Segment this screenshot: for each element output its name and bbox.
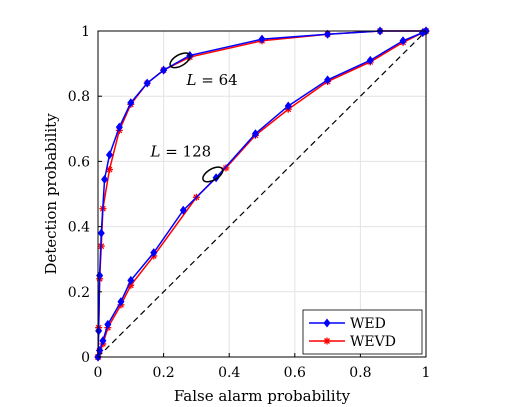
data-point-wed bbox=[143, 78, 151, 88]
x-tick-label: 1 bbox=[422, 365, 431, 381]
y-tick-label: 0.6 bbox=[68, 154, 90, 170]
data-point-wed bbox=[97, 228, 105, 238]
annotation-label: L = 64 bbox=[186, 71, 238, 89]
data-point-wed bbox=[101, 174, 109, 184]
data-point-wed bbox=[284, 101, 292, 111]
y-tick-label: 0.2 bbox=[68, 285, 90, 301]
reference-diagonal bbox=[97, 30, 427, 358]
y-tick-label: 0 bbox=[81, 350, 90, 366]
data-point-wed bbox=[324, 75, 332, 85]
legend: WED WEVD bbox=[302, 309, 423, 355]
legend-label-wed: WED bbox=[350, 316, 386, 332]
data-point-wed bbox=[99, 336, 107, 346]
x-tick-label: 0.6 bbox=[284, 365, 306, 381]
series-layer bbox=[94, 26, 430, 362]
data-point-wed bbox=[419, 28, 427, 38]
annotation-ellipse bbox=[202, 166, 224, 183]
plot-frame bbox=[97, 30, 427, 358]
y-tick-label: 1 bbox=[81, 24, 90, 40]
data-point-wed bbox=[127, 275, 135, 285]
legend-box bbox=[302, 309, 423, 355]
grid bbox=[97, 30, 427, 358]
data-point-wed bbox=[399, 36, 407, 46]
data-point-wed bbox=[324, 29, 332, 39]
annotation-label: L = 128 bbox=[149, 143, 211, 161]
x-tick-label: 0.2 bbox=[152, 365, 174, 381]
data-point-wed bbox=[127, 98, 135, 108]
data-point-wed bbox=[251, 129, 259, 139]
ticks: 0 0.2 0.4 0.6 0.8 1 0 0.2 0.4 0.6 0.8 1 bbox=[68, 24, 431, 381]
x-tick-label: 0.4 bbox=[218, 365, 240, 381]
x-tick-label: 0 bbox=[94, 365, 103, 381]
series-line-wed-l128 bbox=[97, 30, 427, 358]
legend-marker-wed bbox=[323, 318, 331, 328]
data-point-wed bbox=[258, 34, 266, 44]
data-point-wed bbox=[104, 319, 112, 329]
data-point-wed bbox=[179, 205, 187, 215]
annotations: L = 64 L = 128 bbox=[149, 52, 238, 183]
data-point-wed bbox=[160, 65, 168, 75]
annotation-ellipse bbox=[169, 52, 191, 69]
legend-marker-wevd bbox=[323, 337, 331, 345]
y-tick-label: 0.4 bbox=[68, 220, 90, 236]
y-axis-label: Detection probability bbox=[42, 113, 60, 275]
legend-label-wevd: WEVD bbox=[350, 334, 396, 350]
data-point-wed bbox=[95, 326, 103, 336]
y-tick-label: 0.8 bbox=[68, 89, 90, 105]
x-tick-label: 0.8 bbox=[349, 365, 371, 381]
data-point-wed bbox=[115, 122, 123, 132]
data-point-wed bbox=[150, 248, 158, 258]
data-point-wed bbox=[366, 55, 374, 65]
data-point-wed bbox=[117, 297, 125, 307]
x-axis-label: False alarm probability bbox=[174, 387, 351, 405]
data-point-wed bbox=[105, 150, 113, 160]
